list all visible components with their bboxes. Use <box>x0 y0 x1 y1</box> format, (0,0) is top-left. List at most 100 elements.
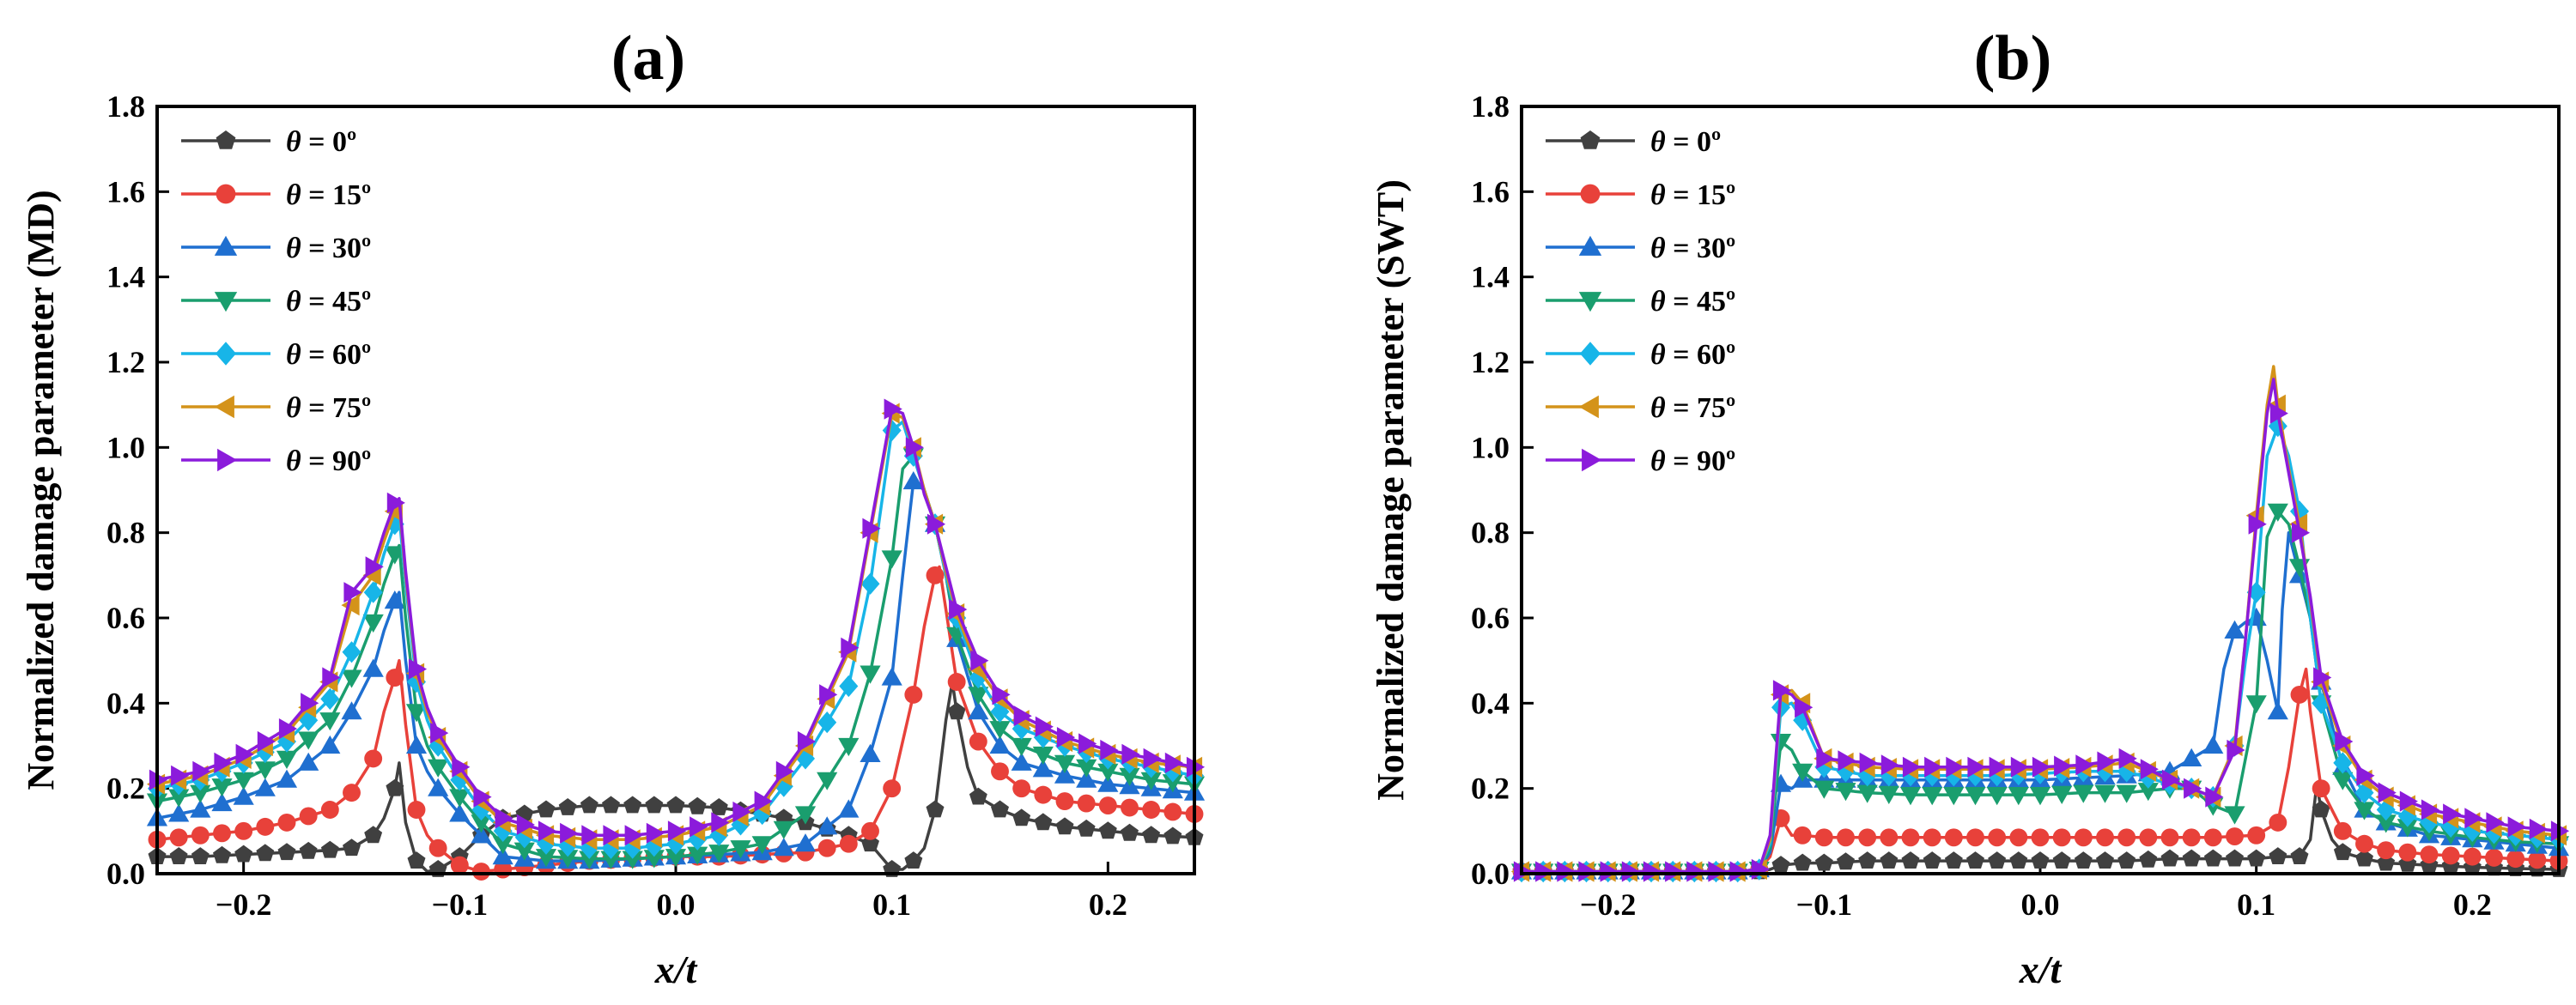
panel-a-series-0-point <box>386 778 404 796</box>
panel-a-y-tick-label: 0.0 <box>106 857 145 891</box>
panel-b-series-3-point <box>2094 784 2116 803</box>
panel-a-series-2-point <box>449 803 471 822</box>
panel-a-legend-marker-4 <box>216 342 236 366</box>
panel-b-legend-label-6: θ = 90º <box>1650 445 1735 477</box>
panel-a-series-1-point <box>861 821 879 840</box>
panel-a-x-tick-label: 0.1 <box>872 887 911 922</box>
panel-a-y-tick-label: 1.2 <box>106 345 145 379</box>
panel-a-series-0-point <box>991 800 1009 818</box>
panel-a-series-6-point <box>884 398 902 420</box>
panel-b-series-1-point <box>2031 828 2050 847</box>
panel-b-x-tick-label: −0.1 <box>1796 887 1853 922</box>
panel-a-series-2-point <box>1054 765 1076 784</box>
panel-a-series-6-point <box>560 822 579 844</box>
panel-b-series-3-point <box>2073 784 2094 803</box>
panel-b-series-0-point <box>2009 851 2028 869</box>
panel-b-series-1-point <box>1858 828 1877 847</box>
panel-b-series-0-point <box>2226 849 2244 867</box>
panel-a-series-6-point <box>927 513 946 535</box>
panel-a-series-3-point <box>471 814 492 833</box>
panel-b-series-6-point <box>2313 667 2332 688</box>
panel-a-series-6-point <box>646 822 665 844</box>
panel-a-series-0-point <box>343 839 361 857</box>
panel-a-series-0-point <box>169 847 188 864</box>
panel-b-series-1-point <box>1923 828 1941 847</box>
panel-b-series-0-point <box>1793 853 1812 871</box>
panel-a-y-tick-label: 0.4 <box>106 686 145 720</box>
panel-b-legend-marker-1 <box>1580 184 1601 204</box>
panel-a-legend-label-2: θ = 30º <box>286 233 371 264</box>
panel-a-series-3-point <box>989 721 1011 740</box>
panel-a-legend-marker-0 <box>216 130 236 149</box>
panel-a-legend-marker-1 <box>216 184 236 204</box>
panel-a-series-3-point <box>211 778 233 797</box>
panel-a-series-0-point <box>688 796 707 814</box>
panel-a-series-3-point <box>643 850 665 869</box>
panel-b-series-1-point <box>2269 813 2287 832</box>
panel-b-series-1-point <box>2420 845 2439 864</box>
panel-a-series-0-point <box>1163 826 1182 845</box>
panel-b-series-0-point <box>1771 856 1790 873</box>
panel-b-series-6-point <box>2097 751 2116 772</box>
panel-b-series-3-point <box>1922 787 1943 806</box>
panel-b-series-4-point <box>2397 805 2417 827</box>
panel-a-series-0-point <box>1098 821 1117 839</box>
panel-b-series-1-point <box>2009 828 2028 847</box>
panel-b-series-6-point <box>1967 756 1986 778</box>
panel-b-series-1-point <box>2528 851 2547 869</box>
panel-b-series-6-point <box>2464 808 2483 829</box>
panel-a-series-4-point <box>1033 726 1053 748</box>
panel-b-series-3-point <box>2397 819 2418 838</box>
panel-b-series-3-point <box>2224 806 2245 825</box>
panel-a-series-1-point <box>904 685 923 704</box>
panel-b-series-6-point <box>1859 752 1878 773</box>
panel-b-series-0-point <box>2139 850 2158 868</box>
panel-a-series-6-point <box>603 825 622 846</box>
panel-a-title: (a) <box>611 23 685 94</box>
panel-a-series-1-point <box>947 673 966 691</box>
panel-b-series-1-point <box>2441 846 2460 865</box>
panel-b-series-0-point <box>1966 851 1984 869</box>
panel-a-series-4-point <box>299 709 319 731</box>
panel-a-series-6-point <box>235 743 254 765</box>
panel-b-series-0-point <box>2333 843 2352 861</box>
panel-a-series-3-point <box>1140 772 1162 790</box>
panel-b-x-tick-label: −0.2 <box>1580 887 1637 922</box>
panel-a-series-0-point <box>1012 808 1031 826</box>
panel-a-series-2-point <box>233 786 254 805</box>
panel-b-series-1-point <box>2096 828 2114 847</box>
panel-a-series-6-point <box>732 801 751 823</box>
panel-a-series-2-point <box>492 846 513 865</box>
panel-a-series-4-point <box>342 641 361 663</box>
panel-b-series-3-point <box>2332 772 2354 790</box>
panel-a-series-3-point <box>535 849 557 868</box>
panel-a-series-6-point <box>301 693 319 714</box>
panel-b-series-6-point <box>1708 861 1727 882</box>
panel-a-series-2-point <box>276 769 298 788</box>
panel-a-series-6-point <box>1121 743 1140 765</box>
panel-a-series-2-point <box>298 752 319 771</box>
panel-a-legend-label-1: θ = 15º <box>286 179 371 211</box>
panel-a-y-tick-label: 1.0 <box>106 430 145 464</box>
panel-a-series-6-point <box>1056 727 1076 748</box>
panel-b-series-1-point <box>2203 828 2222 847</box>
panel-a-series-4-point <box>774 775 793 797</box>
panel-a-series-4-point <box>731 814 750 836</box>
panel-b-series-0-point <box>2290 847 2309 864</box>
panel-a-series-6-point <box>819 684 838 705</box>
panel-b-series-1-point <box>2355 834 2373 853</box>
panel-b-series-1-point <box>1944 828 1963 847</box>
panel-a-series-1-point <box>1012 779 1031 798</box>
panel-b-series-1-point <box>1793 826 1812 845</box>
panel-a-y-tick-label: 1.8 <box>106 89 145 124</box>
panel-b-plot-frame <box>1520 105 2561 875</box>
panel-a-series-6-point <box>473 786 492 808</box>
panel-a-series-1-point <box>991 762 1009 781</box>
panel-b-series-6-point <box>1924 756 1943 778</box>
panel-b-legend-marker-3 <box>1578 292 1602 312</box>
panel-a-series-1-point <box>256 817 275 836</box>
panel-b-series-0-point <box>2312 800 2330 818</box>
panel-b-series-0-point <box>2247 849 2266 867</box>
panel-b-series-6-point <box>2184 778 2202 799</box>
